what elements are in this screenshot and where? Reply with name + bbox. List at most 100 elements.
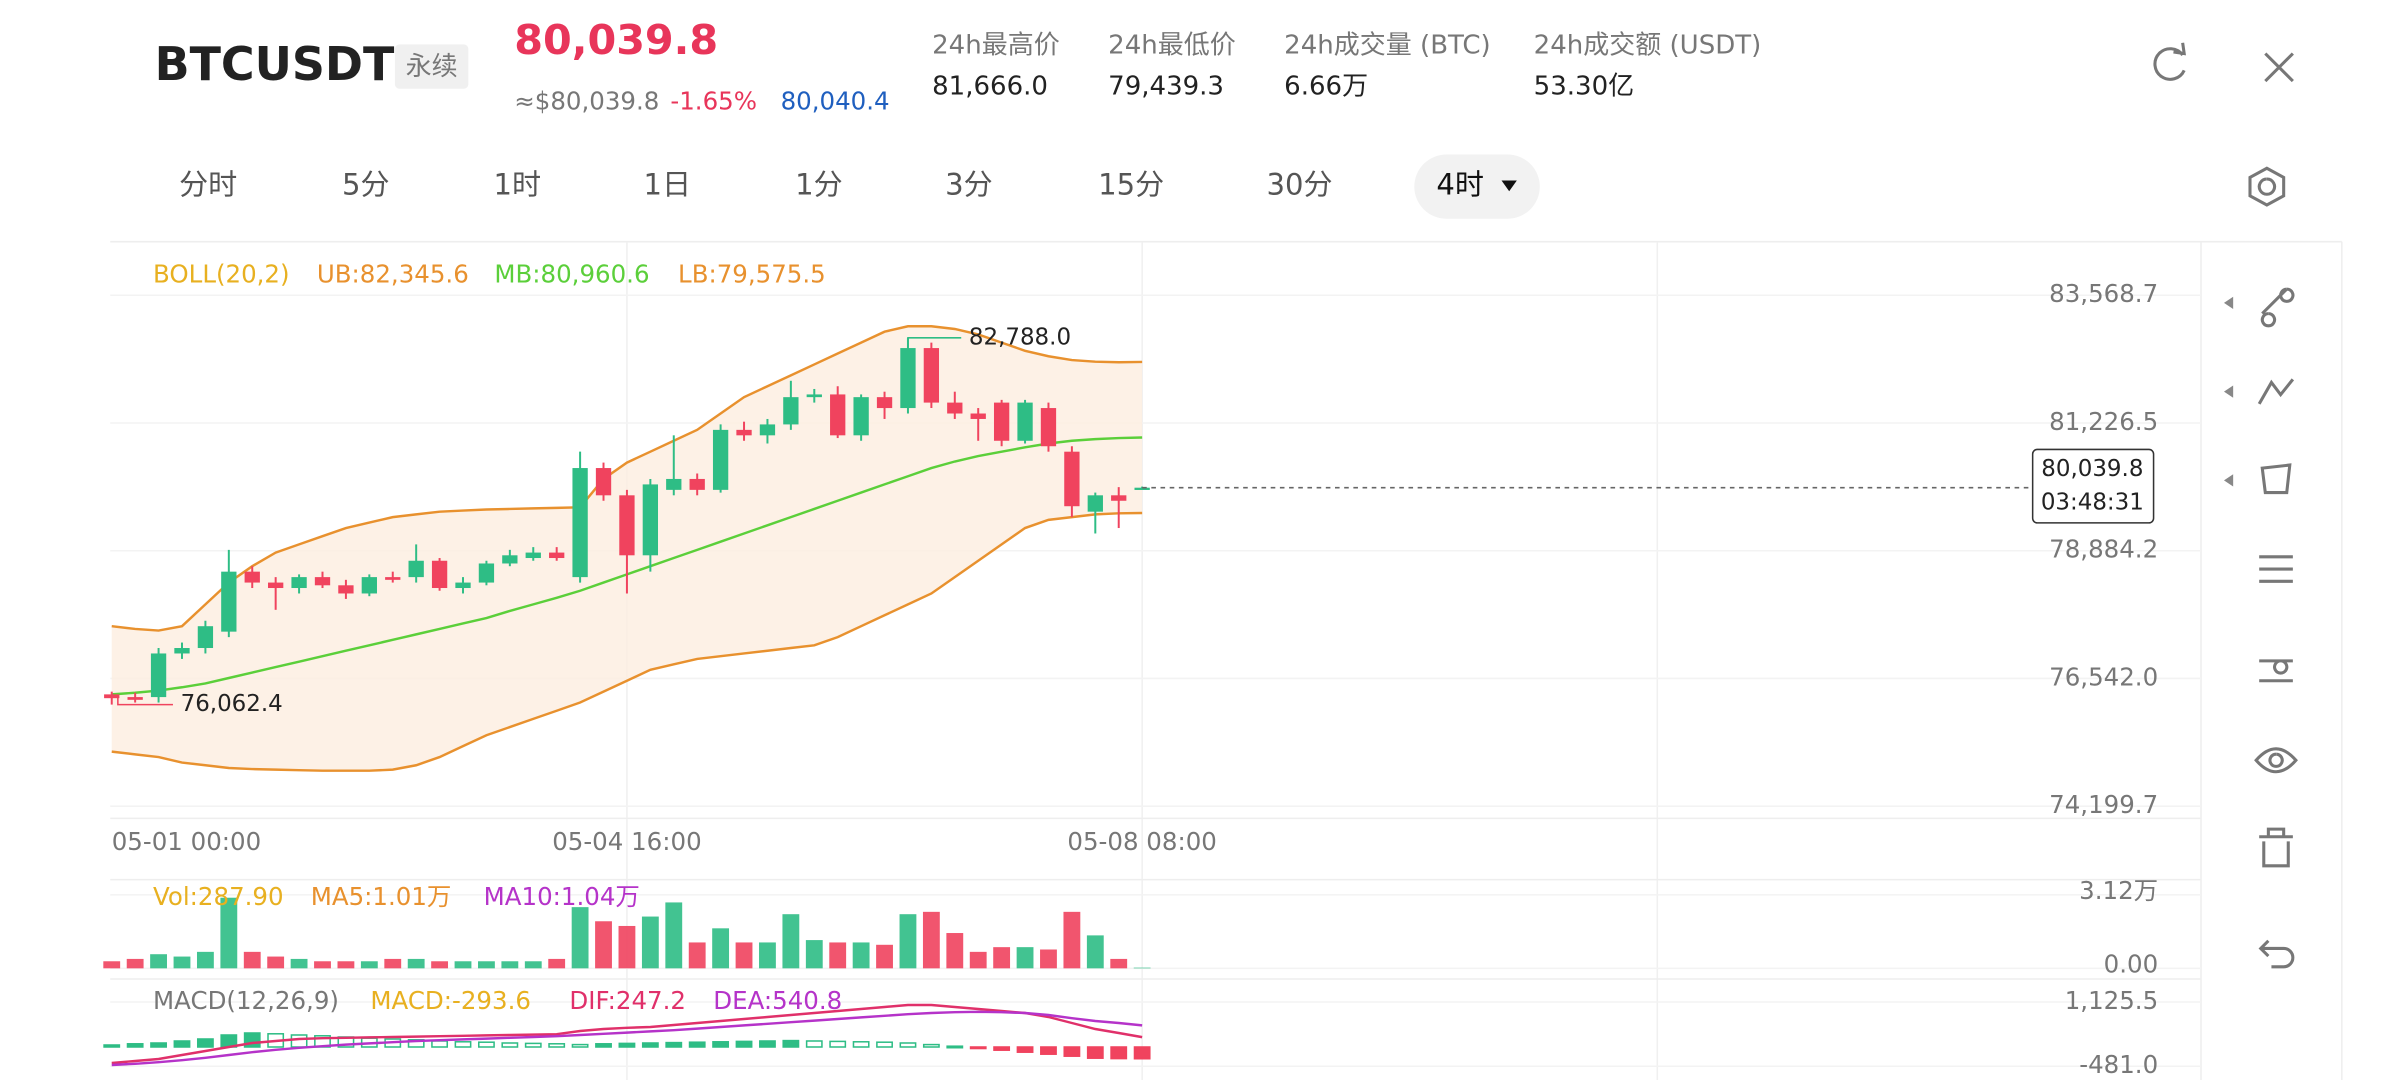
candle-body [150, 653, 167, 698]
macd-bar [478, 1041, 495, 1048]
tab[interactable]: 3分 [945, 168, 993, 202]
indicator-label: BOLL(20,2) [153, 259, 290, 288]
refresh-icon[interactable] [2153, 42, 2186, 81]
macd-bar [595, 1043, 612, 1048]
close-icon[interactable] [2264, 52, 2294, 83]
candle-body [666, 478, 682, 490]
tool-adjust[interactable] [2259, 659, 2293, 683]
tool-undo[interactable] [2258, 939, 2295, 969]
volume-bar [641, 916, 659, 969]
macd-bar [1086, 1046, 1104, 1059]
dropdown-arrow [1501, 180, 1517, 192]
volume-bar [946, 933, 964, 969]
tab[interactable]: 1日 [644, 168, 692, 202]
tab[interactable]: 30分 [1266, 168, 1332, 202]
macd-bar [665, 1041, 683, 1048]
low-label: 76,062.4 [181, 691, 283, 717]
volume-bar [1063, 911, 1081, 969]
tool-delete[interactable] [2259, 827, 2293, 868]
volume-bar [876, 944, 893, 969]
tool-visibility[interactable] [2254, 747, 2298, 774]
volume-bar [595, 921, 612, 969]
candle-body [1111, 495, 1127, 501]
candle-body [619, 495, 635, 556]
tab[interactable]: 1分 [795, 168, 843, 202]
candle-body [993, 402, 1010, 441]
volume-bar [759, 942, 776, 969]
candle-body [127, 697, 143, 700]
boll-lower [111, 511, 1143, 772]
volume-bar [501, 961, 519, 969]
settings-icon[interactable] [2248, 166, 2286, 207]
y-tick-label: 1,125.5 [2065, 986, 2158, 1015]
tool-indicators[interactable] [2259, 555, 2293, 583]
y-tick-label: 81,226.5 [2049, 407, 2158, 436]
active-tab-bg[interactable] [1414, 154, 1540, 219]
stat-label: 24h最低价 [1108, 30, 1236, 60]
candle-body [314, 577, 331, 586]
candle-body [291, 577, 307, 589]
macd-bar [1063, 1046, 1081, 1057]
tool-arrows [2223, 296, 2234, 487]
tool-trend[interactable] [2257, 378, 2295, 405]
volume-bar [173, 956, 191, 969]
indicator-label: MACD:-293.6 [370, 986, 531, 1015]
macd-bar [548, 1043, 566, 1048]
tab[interactable]: 分时 [179, 168, 237, 202]
tab[interactable]: 5分 [342, 168, 390, 202]
candle-body [338, 585, 354, 594]
volume-bar [1086, 935, 1104, 969]
macd-bar [735, 1040, 753, 1048]
stat-value: 6.66万 [1284, 72, 1368, 102]
x-tick-label: 05-08 08:00 [1067, 827, 1216, 856]
volume-bar [782, 914, 800, 969]
indicator-label: UB:82,345.6 [317, 259, 469, 288]
volume-bar [618, 925, 636, 969]
candle-body [502, 555, 518, 564]
indicator-label: MA10:1.04万 [484, 882, 640, 911]
volume-bar [548, 958, 566, 969]
macd-bar [173, 1040, 191, 1048]
candle-body [595, 468, 612, 496]
y-tick-label: -481.0 [2079, 1050, 2158, 1079]
volume-bar [665, 902, 683, 969]
y-tick-label: 78,884.2 [2049, 535, 2158, 564]
candle-body [549, 552, 565, 559]
macd-bar [829, 1040, 847, 1048]
stat-label: 24h成交额 (USDT) [1534, 30, 1762, 60]
tab[interactable]: 15分 [1098, 168, 1164, 202]
dea-line [111, 1010, 1143, 1067]
macd-bar [618, 1042, 636, 1048]
indicator-label: LB:79,575.5 [678, 259, 826, 288]
macd-bar [501, 1042, 519, 1048]
volume-bar [571, 907, 589, 969]
candle-body [1017, 402, 1033, 441]
candle-body [385, 577, 401, 580]
tag: 永续 [406, 52, 458, 82]
x-tick-label: 05-04 16:00 [552, 827, 701, 856]
stat-value: 81,666.0 [932, 72, 1048, 102]
indicator-label: MA5:1.01万 [311, 882, 452, 911]
volume-bar [196, 951, 214, 969]
macd-bar [805, 1040, 823, 1048]
candle-body [174, 648, 190, 654]
candle-body [478, 563, 495, 583]
volume-bar [384, 958, 402, 969]
active-tab[interactable]: 4时 [1436, 168, 1484, 202]
macd-bar [431, 1040, 449, 1048]
tool-line[interactable] [2260, 287, 2295, 328]
stat-label: 24h成交量 (BTC) [1284, 30, 1491, 60]
volume-bar [314, 961, 331, 969]
tab[interactable]: 1时 [494, 168, 542, 202]
candle-body [244, 571, 260, 583]
volume-bar [852, 942, 870, 969]
stat-value: 53.30亿 [1534, 72, 1634, 102]
candle-body [759, 424, 776, 436]
indicator-label: DEA:540.8 [713, 986, 842, 1015]
volume-bar [103, 961, 121, 969]
candle-body [572, 468, 588, 578]
tool-shape[interactable] [2260, 463, 2292, 495]
volume-bar [454, 961, 472, 969]
candle-body [525, 552, 541, 559]
